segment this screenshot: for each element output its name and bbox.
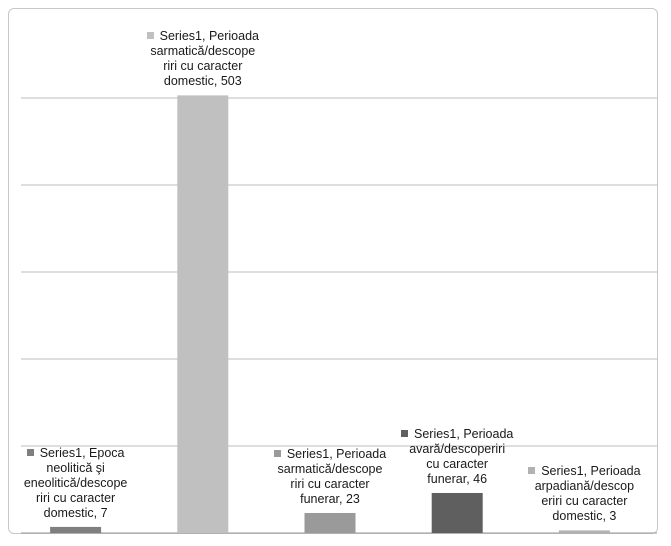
- chart-frame: Series1, Epoca neolitică şi eneolitică/d…: [8, 8, 658, 534]
- data-label: Series1, Perioada sarmatică/descope riri…: [143, 29, 263, 89]
- bar: [177, 95, 229, 533]
- bar: [50, 526, 102, 533]
- data-label-text: Series1, Perioada sarmatică/descope riri…: [150, 29, 259, 89]
- data-label: Series1, Perioada avară/descoperiri cu c…: [397, 427, 517, 487]
- bar: [431, 492, 483, 533]
- data-label-text: Series1, Perioada arpadiană/descop eriri…: [534, 464, 641, 524]
- data-label-text: Series1, Perioada avară/descoperiri cu c…: [409, 426, 514, 486]
- bar: [304, 512, 356, 533]
- legend-key-square: [401, 429, 408, 437]
- bar: [558, 530, 610, 533]
- data-label: Series1, Perioada sarmatică/descope riri…: [270, 447, 390, 507]
- data-label: Series1, Epoca neolitică şi eneolitică/d…: [16, 446, 136, 521]
- legend-key-square: [528, 467, 536, 475]
- legend-key-square: [273, 449, 281, 457]
- data-label-text: Series1, Epoca neolitică şi eneolitică/d…: [23, 445, 128, 520]
- legend-key-square: [146, 32, 154, 40]
- bar-chart: [21, 95, 657, 534]
- legend-key-square: [26, 448, 34, 456]
- data-label-text: Series1, Perioada sarmatică/descope riri…: [277, 446, 387, 506]
- data-label: Series1, Perioada arpadiană/descop eriri…: [524, 464, 644, 524]
